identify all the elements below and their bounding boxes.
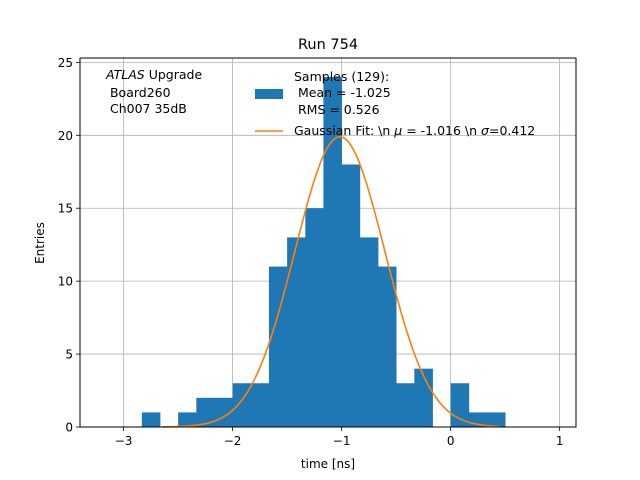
histogram-bar xyxy=(178,412,197,427)
histogram-bar xyxy=(341,164,361,428)
plot-frame xyxy=(79,57,577,428)
gaussian-fit-curve xyxy=(161,135,500,428)
y-tick-label: 10 xyxy=(58,275,73,289)
legend-samples-patch xyxy=(255,89,283,99)
legend-fit-label: Gaussian Fit: \n μ = -1.016 \n σ=0.412 xyxy=(294,123,535,138)
legend-fit-pre: Gaussian Fit: \n xyxy=(294,123,394,138)
annotation-line-1: ATLAS Upgrade xyxy=(105,67,202,82)
histogram-bar xyxy=(377,266,397,427)
annotation-line-3: Ch007 35dB xyxy=(106,101,187,116)
histogram-bar xyxy=(141,412,161,427)
chart-title: Run 754 xyxy=(298,37,358,53)
x-axis-ticks: −3 −2 −1 0 1 xyxy=(115,427,564,448)
legend-samples-line-3: RMS = 0.526 xyxy=(294,102,380,117)
histogram-bars xyxy=(141,76,506,428)
y-tick-label: 20 xyxy=(58,129,73,143)
histogram-bar xyxy=(359,237,379,427)
x-tick-label: −1 xyxy=(333,434,351,448)
histogram-bar xyxy=(486,412,506,427)
annotation-italic: ATLAS xyxy=(105,67,145,82)
legend-fit-sigma-symbol: σ xyxy=(481,123,490,138)
histogram-bar xyxy=(323,76,342,427)
x-tick-label: −3 xyxy=(115,434,133,448)
legend-fit-post: =0.412 xyxy=(489,123,535,138)
gaussian-fit xyxy=(161,135,500,428)
y-axis-ticks: 0 5 10 15 20 25 xyxy=(58,56,80,435)
y-tick-label: 0 xyxy=(65,421,73,435)
annotation-rest: Upgrade xyxy=(145,67,203,82)
x-tick-label: −2 xyxy=(224,434,242,448)
histogram-bar xyxy=(287,237,306,427)
x-tick-label: 1 xyxy=(556,434,564,448)
histogram-bar xyxy=(250,383,270,427)
x-tick-label: 0 xyxy=(447,434,455,448)
legend-fit-mid: = -1.016 \n xyxy=(402,123,481,138)
histogram-bar xyxy=(196,397,215,427)
legend-samples-line-2: Mean = -1.025 xyxy=(294,85,391,100)
y-tick-label: 15 xyxy=(58,202,73,216)
histogram-bar xyxy=(268,266,288,427)
x-axis-label: time [ns] xyxy=(301,457,355,471)
y-tick-label: 5 xyxy=(65,348,73,362)
annotation-line-2: Board260 xyxy=(106,85,171,100)
histogram-bar xyxy=(305,208,324,427)
histogram-bar xyxy=(396,383,415,427)
legend-fit-mu-symbol: μ xyxy=(393,123,402,138)
y-tick-label: 25 xyxy=(58,56,73,70)
histogram-bar xyxy=(414,368,433,427)
y-axis-label: Entries xyxy=(33,222,47,264)
legend-samples-line-1: Samples (129): xyxy=(294,69,389,84)
histogram-bar xyxy=(450,383,470,427)
